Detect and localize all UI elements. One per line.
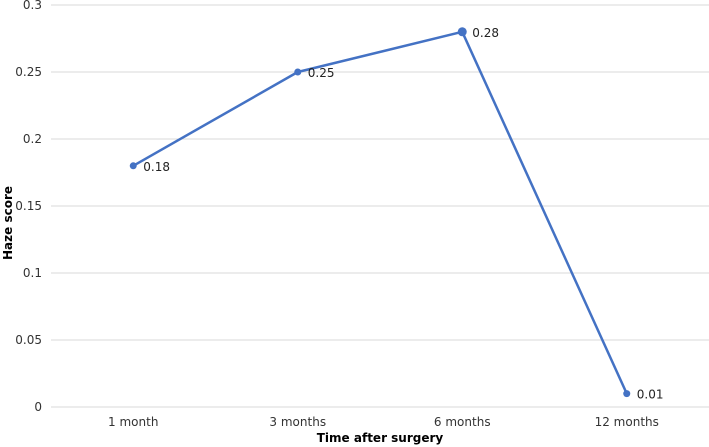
y-tick-label: 0.1 (23, 266, 42, 280)
data-point (129, 162, 137, 170)
x-tick-label: 1 month (108, 415, 158, 429)
data-labels: 0.18 0.25 0.28 0.01 (143, 26, 663, 402)
data-label: 0.28 (472, 26, 499, 40)
y-tick-label: 0.05 (15, 333, 42, 347)
data-point (457, 27, 467, 37)
series-layer (129, 27, 631, 398)
y-tick-label: 0.2 (23, 132, 42, 146)
x-tick-label: 3 months (269, 415, 326, 429)
x-tick-label: 6 months (434, 415, 491, 429)
y-tick-label: 0.15 (15, 199, 42, 213)
y-axis-ticks: 0 0.05 0.1 0.15 0.2 0.25 0.3 (15, 0, 42, 414)
y-tick-label: 0 (34, 400, 42, 414)
data-label: 0.25 (308, 66, 335, 80)
x-axis-title: Time after surgery (317, 431, 444, 445)
data-point (623, 390, 631, 398)
gridlines (51, 4, 709, 408)
y-tick-label: 0.25 (15, 65, 42, 79)
data-label: 0.18 (143, 160, 170, 174)
series-line (132, 30, 628, 395)
x-axis-ticks: 1 month 3 months 6 months 12 months (108, 415, 659, 429)
data-label: 0.01 (637, 388, 664, 402)
y-axis-title: Haze score (1, 186, 15, 260)
x-tick-label: 12 months (595, 415, 659, 429)
y-tick-label: 0.3 (23, 0, 42, 12)
data-point (294, 68, 302, 76)
